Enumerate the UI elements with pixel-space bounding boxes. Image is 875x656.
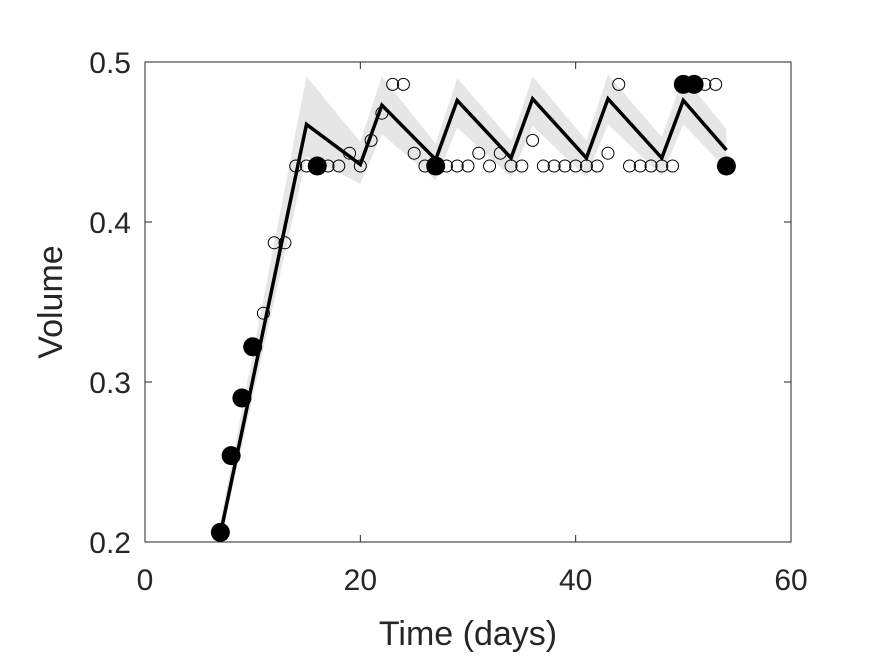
data-point-open: [353, 159, 367, 173]
data-point-open: [666, 159, 680, 173]
data-point-open: [590, 159, 604, 173]
data-point-open: [655, 159, 669, 173]
x-tick-label: 20: [344, 564, 377, 597]
plot-background: [145, 62, 791, 542]
data-point-open: [278, 236, 292, 250]
data-point-open: [569, 159, 583, 173]
x-axis-title: Time (days): [379, 615, 557, 653]
data-point-open: [644, 159, 658, 173]
data-point-open: [536, 159, 550, 173]
data-point-open: [256, 306, 270, 320]
y-tick-label: 0.2: [89, 527, 131, 560]
data-point-open: [547, 159, 561, 173]
data-point-open: [633, 159, 647, 173]
data-point-open: [332, 159, 346, 173]
data-point-filled: [716, 156, 736, 176]
data-point-open: [461, 159, 475, 173]
data-point-open: [483, 159, 497, 173]
data-point-filled: [232, 388, 252, 408]
data-point-filled: [307, 156, 327, 176]
data-point-open: [623, 159, 636, 173]
data-point-filled: [684, 74, 704, 94]
model-line-layer: [218, 95, 728, 535]
data-point-open: [375, 106, 389, 120]
data-point-open: [450, 159, 464, 173]
tick-marks-layer: [144, 61, 792, 543]
data-point-filled: [243, 337, 263, 357]
data-point-open: [493, 146, 507, 160]
plot-frame: [144, 61, 792, 543]
data-point-open: [709, 77, 723, 91]
model-line: [218, 95, 728, 535]
x-tick-label: 40: [559, 564, 592, 597]
data-point-open: [386, 77, 400, 91]
data-point-open: [579, 159, 593, 173]
data-point-filled: [426, 156, 446, 176]
data-point-open: [289, 159, 303, 173]
y-tick-label: 0.5: [89, 47, 131, 80]
data-point-filled: [210, 522, 230, 542]
data-point-open: [364, 133, 378, 147]
y-tick-labels: 0.2 0.3 0.4 0.5: [89, 47, 131, 560]
data-point-open: [504, 159, 518, 173]
x-tick-label: 0: [137, 564, 154, 597]
data-point-open: [267, 236, 281, 250]
filled-points-layer: [210, 74, 736, 542]
data-point-filled: [221, 446, 241, 466]
x-tick-labels: 0 20 40 60: [137, 564, 808, 597]
data-point-open: [515, 159, 529, 173]
data-point-open: [343, 146, 357, 160]
data-point-open: [472, 146, 486, 160]
y-tick-label: 0.4: [89, 207, 131, 240]
y-tick-label: 0.3: [89, 367, 131, 400]
data-point-open: [396, 77, 410, 91]
y-axis-title: Volume: [32, 245, 70, 358]
data-point-open: [407, 146, 421, 160]
data-point-open: [558, 159, 572, 173]
data-point-open: [612, 77, 626, 91]
data-point-open: [601, 146, 615, 160]
x-tick-label: 60: [774, 564, 807, 597]
data-point-open: [526, 133, 540, 147]
